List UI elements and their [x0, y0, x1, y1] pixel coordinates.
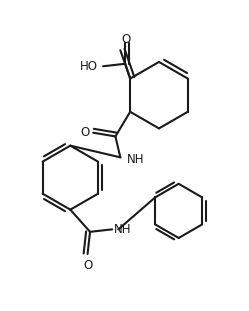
- Text: O: O: [83, 259, 92, 272]
- Text: O: O: [80, 126, 90, 139]
- Text: O: O: [122, 33, 131, 46]
- Text: HO: HO: [80, 60, 98, 73]
- Text: NH: NH: [126, 153, 144, 166]
- Text: NH: NH: [114, 223, 131, 236]
